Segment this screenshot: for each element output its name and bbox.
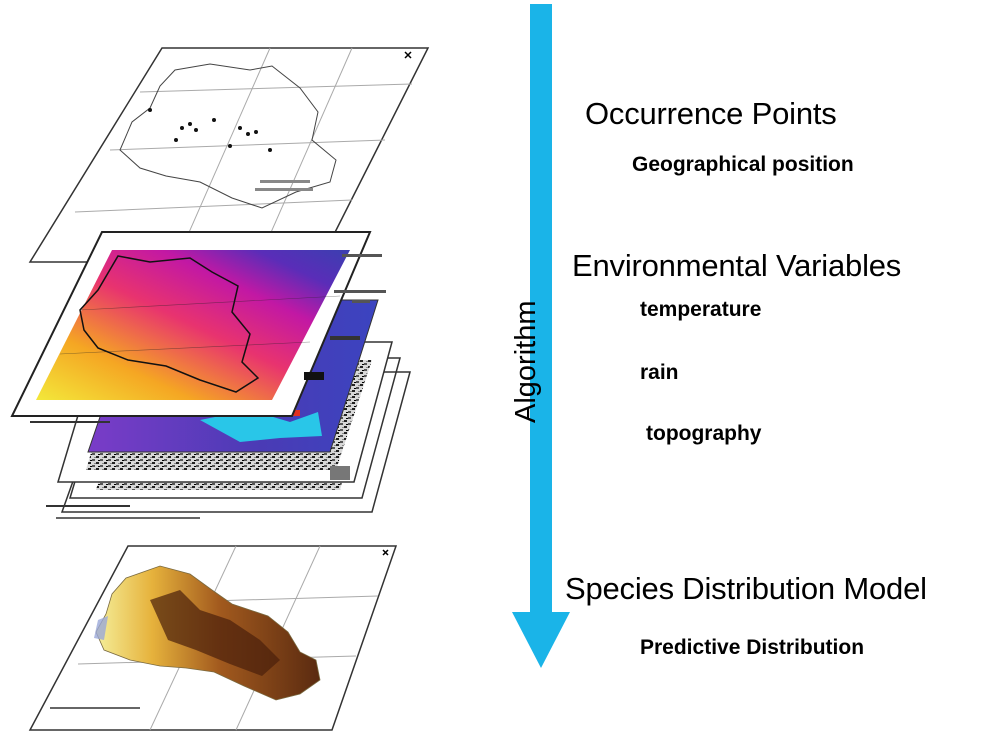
occurrence-points-layer [28,47,430,263]
algorithm-axis-label: Algorithm [510,300,542,424]
variable-temperature: temperature [640,298,762,321]
variable-topography: topography [646,422,762,445]
occurrence-points-title: Occurrence Points [585,96,837,131]
environmental-variables-title: Environmental Variables [572,248,902,283]
algorithm-flow-arrow [512,4,570,668]
species-distribution-model-title: Species Distribution Model [565,571,927,606]
distribution-model-layer [28,545,398,731]
predictive-distribution-label: Predictive Distribution [640,636,865,659]
environmental-layers-stack [10,231,411,519]
geographical-position-label: Geographical position [632,153,854,176]
variable-rain: rain [640,361,679,384]
occurrence-point-markers [148,108,272,152]
